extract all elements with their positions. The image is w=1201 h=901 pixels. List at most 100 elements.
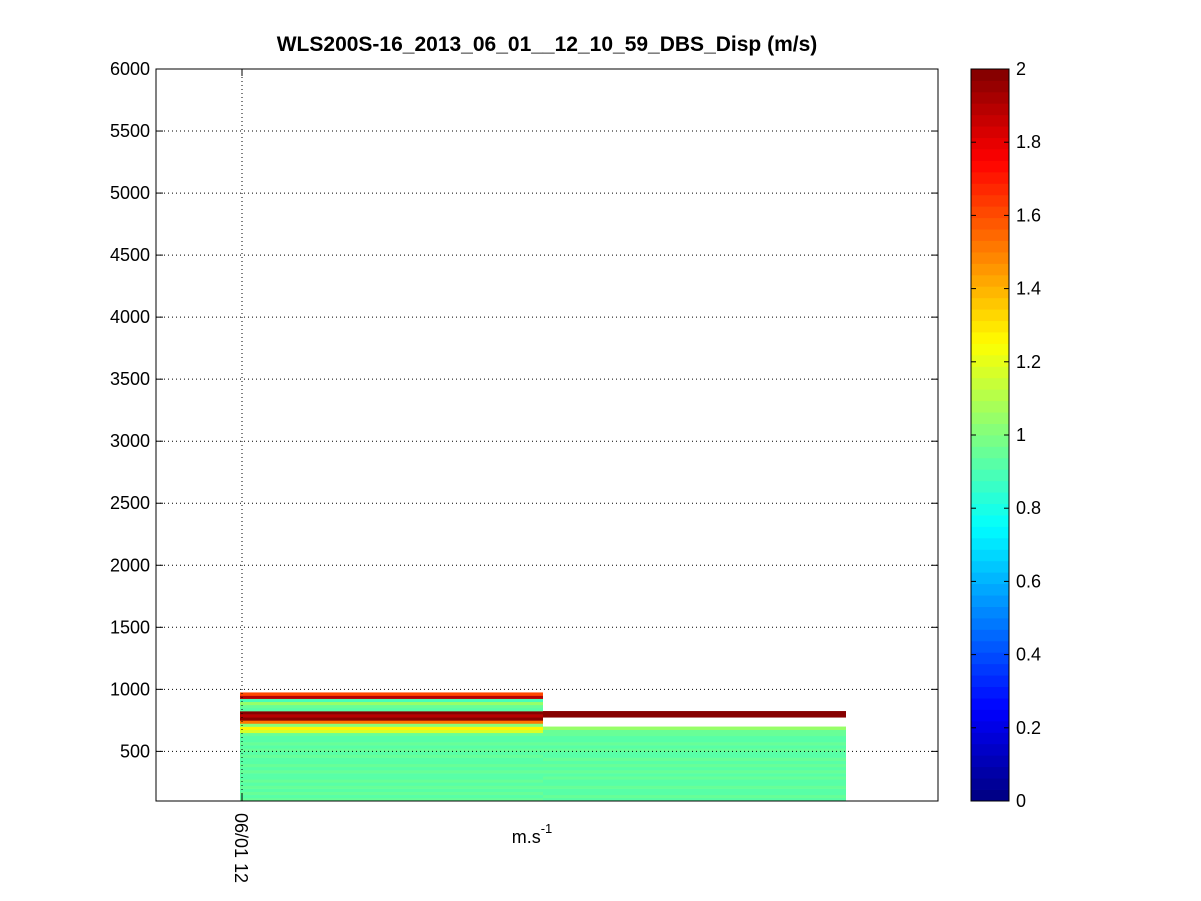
heatmap-cell	[240, 732, 543, 737]
colorbar-tick-label: 1.6	[1016, 205, 1041, 225]
heatmap-cell	[240, 704, 543, 709]
heatmap-cell	[543, 735, 846, 740]
heatmap-cell	[240, 794, 543, 799]
y-tick-label: 2500	[110, 493, 150, 513]
heatmap-cell	[240, 757, 543, 761]
colorbar-swatch	[971, 709, 1009, 722]
colorbar-tick-label: 1	[1016, 425, 1026, 445]
y-tick-label: 5500	[110, 121, 150, 141]
colorbar-tick-label: 1.2	[1016, 352, 1041, 372]
heatmap-cell	[543, 791, 846, 796]
heatmap-cell	[240, 779, 543, 783]
colorbar-swatch	[971, 149, 1009, 161]
heatmap-cell	[543, 769, 846, 774]
heatmap-cell	[240, 707, 543, 712]
heatmap-cell	[240, 751, 543, 755]
heatmap-cell	[240, 785, 543, 789]
colorbar-swatch	[971, 652, 1009, 665]
colorbar-swatch	[971, 698, 1009, 710]
colorbar-swatch	[971, 457, 1009, 470]
heatmap-cell	[240, 745, 543, 749]
heatmap-cell	[543, 754, 846, 758]
heatmap-cell	[240, 754, 543, 758]
heatmap-cell	[240, 723, 543, 727]
colorbar-swatch	[971, 309, 1009, 322]
y-tick-label: 3500	[110, 369, 150, 389]
heatmap-cell	[240, 711, 543, 715]
colorbar-swatch	[971, 194, 1009, 207]
colorbar-swatch	[971, 572, 1009, 585]
colorbar-tick-label: 0	[1016, 791, 1026, 811]
colorbar-swatch	[971, 389, 1009, 402]
colorbar-swatch	[971, 743, 1009, 756]
heatmap-cell	[543, 788, 846, 792]
colorbar-swatch	[971, 789, 1009, 802]
colorbar-swatch	[971, 778, 1009, 790]
colorbar-swatch	[971, 618, 1009, 630]
heatmap-cell	[240, 760, 543, 765]
colorbar-swatch	[971, 377, 1009, 390]
heatmap-cell	[240, 738, 543, 743]
colorbar-swatch	[971, 103, 1009, 116]
heatmap-cell	[240, 735, 543, 740]
heatmap-cell	[240, 776, 543, 780]
colorbar-swatch	[971, 171, 1009, 184]
heatmap-cell	[240, 720, 543, 724]
heatmap-cell	[543, 797, 846, 801]
heatmap-cell	[240, 695, 543, 699]
colorbar-swatch	[971, 297, 1009, 310]
heatmap-cell	[240, 717, 543, 721]
heatmap-cell	[543, 751, 846, 755]
chart-title: WLS200S-16_2013_06_01__12_10_59_DBS_Disp…	[277, 33, 818, 56]
colorbar-swatch	[971, 366, 1009, 379]
colorbar-swatch	[971, 217, 1009, 230]
colorbar-swatch	[971, 252, 1009, 264]
colorbar-swatch	[971, 114, 1009, 127]
heatmap-cell	[240, 729, 543, 734]
colorbar-swatch	[971, 766, 1009, 779]
heatmap-cell	[240, 769, 543, 774]
colorbar-swatch	[971, 343, 1009, 356]
colorbar-swatch	[971, 240, 1009, 253]
y-tick-label: 1000	[110, 679, 150, 699]
colorbar-swatch	[971, 183, 1009, 196]
x-tick-label: 06/01 12	[231, 813, 251, 883]
colorbar-swatch	[971, 69, 1009, 81]
colorbar-swatch	[971, 537, 1009, 550]
colorbar-swatch	[971, 435, 1009, 447]
colorbar-swatch	[971, 91, 1009, 104]
colorbar-swatch	[971, 354, 1009, 367]
colorbar-swatch	[971, 560, 1009, 573]
heatmap-cell	[543, 779, 846, 783]
heatmap-cell	[543, 785, 846, 789]
heatmap-cell	[543, 782, 846, 786]
colorbar-swatch	[971, 423, 1009, 436]
heatmap-cell	[240, 742, 543, 746]
heatmap-cell	[240, 714, 543, 718]
heatmap-cell	[543, 711, 846, 718]
colorbar-tick-label: 0.2	[1016, 718, 1041, 738]
colorbar-swatch	[971, 469, 1009, 482]
colorbar-tick-label: 0.4	[1016, 645, 1041, 665]
colorbar-swatch	[971, 606, 1009, 619]
colorbar	[971, 69, 1009, 802]
colorbar-tick-label: 1.8	[1016, 132, 1041, 152]
heatmap-cell	[543, 776, 846, 780]
y-tick-label: 5000	[110, 183, 150, 203]
colorbar-swatch	[971, 206, 1009, 219]
heatmap-cell	[240, 782, 543, 786]
heatmap-cell	[543, 738, 846, 743]
colorbar-swatch	[971, 80, 1009, 93]
y-tick-label: 2000	[110, 555, 150, 575]
heatmap-cell	[240, 773, 543, 777]
heatmap-cell	[543, 773, 846, 777]
colorbar-swatch	[971, 686, 1009, 699]
plot-frame	[155, 68, 939, 802]
heatmap-cell	[543, 732, 846, 737]
colorbar-swatch	[971, 515, 1009, 527]
colorbar-swatch	[971, 492, 1009, 505]
colorbar-swatch	[971, 332, 1009, 344]
heatmap-cell	[240, 791, 543, 796]
colorbar-swatch	[971, 412, 1009, 424]
